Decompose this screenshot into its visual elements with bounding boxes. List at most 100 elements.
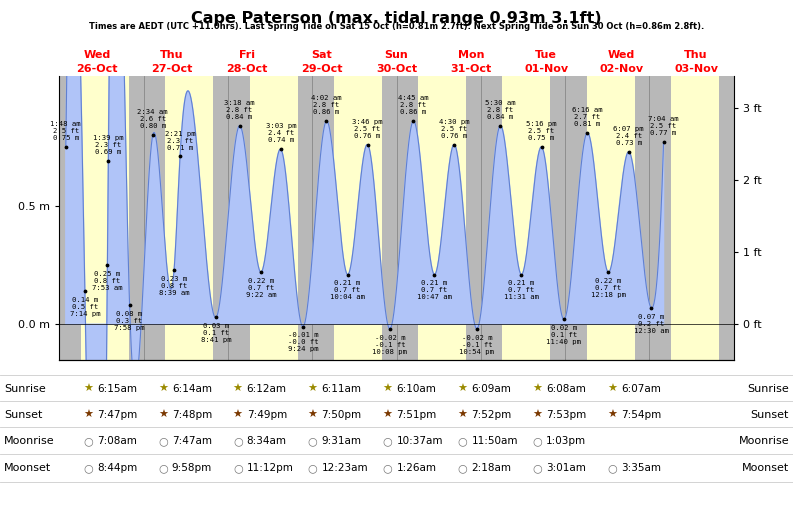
Text: -0.01 m
-0.0 ft
9:24 pm: -0.01 m -0.0 ft 9:24 pm — [288, 332, 319, 352]
Text: ★: ★ — [532, 410, 542, 420]
Bar — [649, 76, 671, 360]
Bar — [213, 76, 228, 360]
Bar — [719, 76, 734, 360]
Text: 28-Oct: 28-Oct — [226, 64, 267, 74]
Text: ○: ○ — [83, 463, 93, 474]
Text: Sunset: Sunset — [4, 410, 42, 420]
Text: 0.21 m
0.7 ft
10:47 am: 0.21 m 0.7 ft 10:47 am — [417, 280, 452, 300]
Text: ○: ○ — [383, 463, 393, 474]
Bar — [166, 76, 213, 360]
Text: ○: ○ — [233, 436, 243, 446]
Text: 2:34 am
2.6 ft
0.80 m: 2:34 am 2.6 ft 0.80 m — [137, 109, 168, 129]
Text: 0.08 m
0.3 ft
7:58 pm: 0.08 m 0.3 ft 7:58 pm — [114, 311, 145, 331]
Text: 10:37am: 10:37am — [396, 436, 443, 446]
Text: 4:45 am
2.8 ft
0.86 m: 4:45 am 2.8 ft 0.86 m — [398, 95, 428, 115]
Text: 6:11am: 6:11am — [322, 383, 362, 394]
Bar — [481, 76, 503, 360]
Text: 4:02 am
2.8 ft
0.86 m: 4:02 am 2.8 ft 0.86 m — [311, 95, 342, 115]
Text: 2:21 pm
2.3 ft
0.71 m: 2:21 pm 2.3 ft 0.71 m — [165, 131, 195, 151]
Text: 30-Oct: 30-Oct — [376, 64, 417, 74]
Text: 7:50pm: 7:50pm — [322, 410, 362, 420]
Text: 0.14 m
0.5 ft
7:14 pm: 0.14 m 0.5 ft 7:14 pm — [70, 297, 100, 317]
Text: 3:18 am
2.8 ft
0.84 m: 3:18 am 2.8 ft 0.84 m — [224, 100, 255, 120]
Bar — [129, 76, 144, 360]
Bar — [396, 76, 418, 360]
Text: 6:08am: 6:08am — [546, 383, 586, 394]
Text: 5:30 am
2.8 ft
0.84 m: 5:30 am 2.8 ft 0.84 m — [485, 100, 515, 120]
Text: 9:58pm: 9:58pm — [172, 463, 212, 474]
Text: ★: ★ — [607, 410, 617, 420]
Text: Sat: Sat — [311, 50, 332, 60]
Text: Wed: Wed — [607, 50, 635, 60]
Bar — [334, 76, 382, 360]
Text: ○: ○ — [308, 463, 318, 474]
Text: 1:48 am
2.5 ft
0.75 m: 1:48 am 2.5 ft 0.75 m — [51, 121, 81, 141]
Text: 0.22 m
0.7 ft
9:22 am: 0.22 m 0.7 ft 9:22 am — [246, 278, 276, 298]
Text: ★: ★ — [607, 383, 617, 394]
Text: 4:30 pm
2.5 ft
0.76 m: 4:30 pm 2.5 ft 0.76 m — [439, 119, 469, 139]
Bar — [382, 76, 396, 360]
Text: ○: ○ — [458, 436, 467, 446]
Bar — [466, 76, 481, 360]
Text: 6:14am: 6:14am — [172, 383, 212, 394]
Text: 7:53pm: 7:53pm — [546, 410, 587, 420]
Bar — [550, 76, 565, 360]
Text: 0.07 m
0.2 ft
12:30 am: 0.07 m 0.2 ft 12:30 am — [634, 313, 668, 333]
Text: ★: ★ — [233, 383, 243, 394]
Text: Times are AEDT (UTC +11.0hrs). Last Spring Tide on Sat 15 Oct (h=0.81m 2.7ft). N: Times are AEDT (UTC +11.0hrs). Last Spri… — [89, 22, 704, 31]
Text: ○: ○ — [158, 436, 168, 446]
Text: ○: ○ — [533, 436, 542, 446]
Text: Sun: Sun — [385, 50, 408, 60]
Text: 7:54pm: 7:54pm — [621, 410, 661, 420]
Text: 3:35am: 3:35am — [621, 463, 661, 474]
Text: 3:03 pm
2.4 ft
0.74 m: 3:03 pm 2.4 ft 0.74 m — [266, 123, 296, 143]
Text: 29-Oct: 29-Oct — [301, 64, 343, 74]
Text: 2:18am: 2:18am — [471, 463, 511, 474]
Text: ★: ★ — [458, 383, 467, 394]
Text: 0.21 m
0.7 ft
11:31 am: 0.21 m 0.7 ft 11:31 am — [504, 280, 538, 300]
Text: ○: ○ — [533, 463, 542, 474]
Text: 6:09am: 6:09am — [471, 383, 511, 394]
Text: ○: ○ — [233, 463, 243, 474]
Text: ○: ○ — [607, 463, 617, 474]
Text: Sunrise: Sunrise — [747, 383, 789, 394]
Text: ○: ○ — [158, 463, 168, 474]
Text: 0.21 m
0.7 ft
10:04 am: 0.21 m 0.7 ft 10:04 am — [330, 280, 365, 300]
Text: Thu: Thu — [160, 50, 183, 60]
Bar — [81, 76, 129, 360]
Text: 02-Nov: 02-Nov — [600, 64, 643, 74]
Text: Moonset: Moonset — [741, 463, 789, 474]
Text: 3:46 pm
2.5 ft
0.76 m: 3:46 pm 2.5 ft 0.76 m — [352, 119, 383, 139]
Text: Tue: Tue — [535, 50, 557, 60]
Text: Moonrise: Moonrise — [738, 436, 789, 446]
Text: 7:08am: 7:08am — [97, 436, 137, 446]
Text: 1:03pm: 1:03pm — [546, 436, 586, 446]
Text: 0.25 m
0.8 ft
7:53 am: 0.25 m 0.8 ft 7:53 am — [92, 271, 123, 291]
Text: ★: ★ — [532, 383, 542, 394]
Text: -0.02 m
-0.1 ft
10:54 pm: -0.02 m -0.1 ft 10:54 pm — [459, 335, 494, 355]
Text: 12:23am: 12:23am — [322, 463, 368, 474]
Text: 9:31am: 9:31am — [322, 436, 362, 446]
Text: 11:50am: 11:50am — [471, 436, 518, 446]
Text: 7:47pm: 7:47pm — [97, 410, 137, 420]
Bar — [503, 76, 550, 360]
Bar — [59, 76, 81, 360]
Bar — [250, 76, 297, 360]
Bar — [312, 76, 334, 360]
Text: Mon: Mon — [458, 50, 485, 60]
Text: 0.23 m
0.8 ft
8:39 am: 0.23 m 0.8 ft 8:39 am — [159, 276, 190, 296]
Text: 27-Oct: 27-Oct — [151, 64, 193, 74]
Text: 26-Oct: 26-Oct — [76, 64, 117, 74]
Text: ○: ○ — [308, 436, 318, 446]
Text: Sunrise: Sunrise — [4, 383, 46, 394]
Text: ★: ★ — [308, 410, 318, 420]
Text: Cape Paterson (max. tidal range 0.93m 3.1ft): Cape Paterson (max. tidal range 0.93m 3.… — [191, 10, 602, 26]
Text: ★: ★ — [233, 410, 243, 420]
Bar — [228, 76, 250, 360]
Bar — [755, 76, 793, 360]
Text: ○: ○ — [383, 436, 393, 446]
Text: 1:39 pm
2.3 ft
0.69 m: 1:39 pm 2.3 ft 0.69 m — [93, 135, 124, 155]
Text: ★: ★ — [308, 383, 318, 394]
Bar — [297, 76, 312, 360]
Text: 0.03 m
0.1 ft
8:41 pm: 0.03 m 0.1 ft 8:41 pm — [201, 323, 232, 343]
